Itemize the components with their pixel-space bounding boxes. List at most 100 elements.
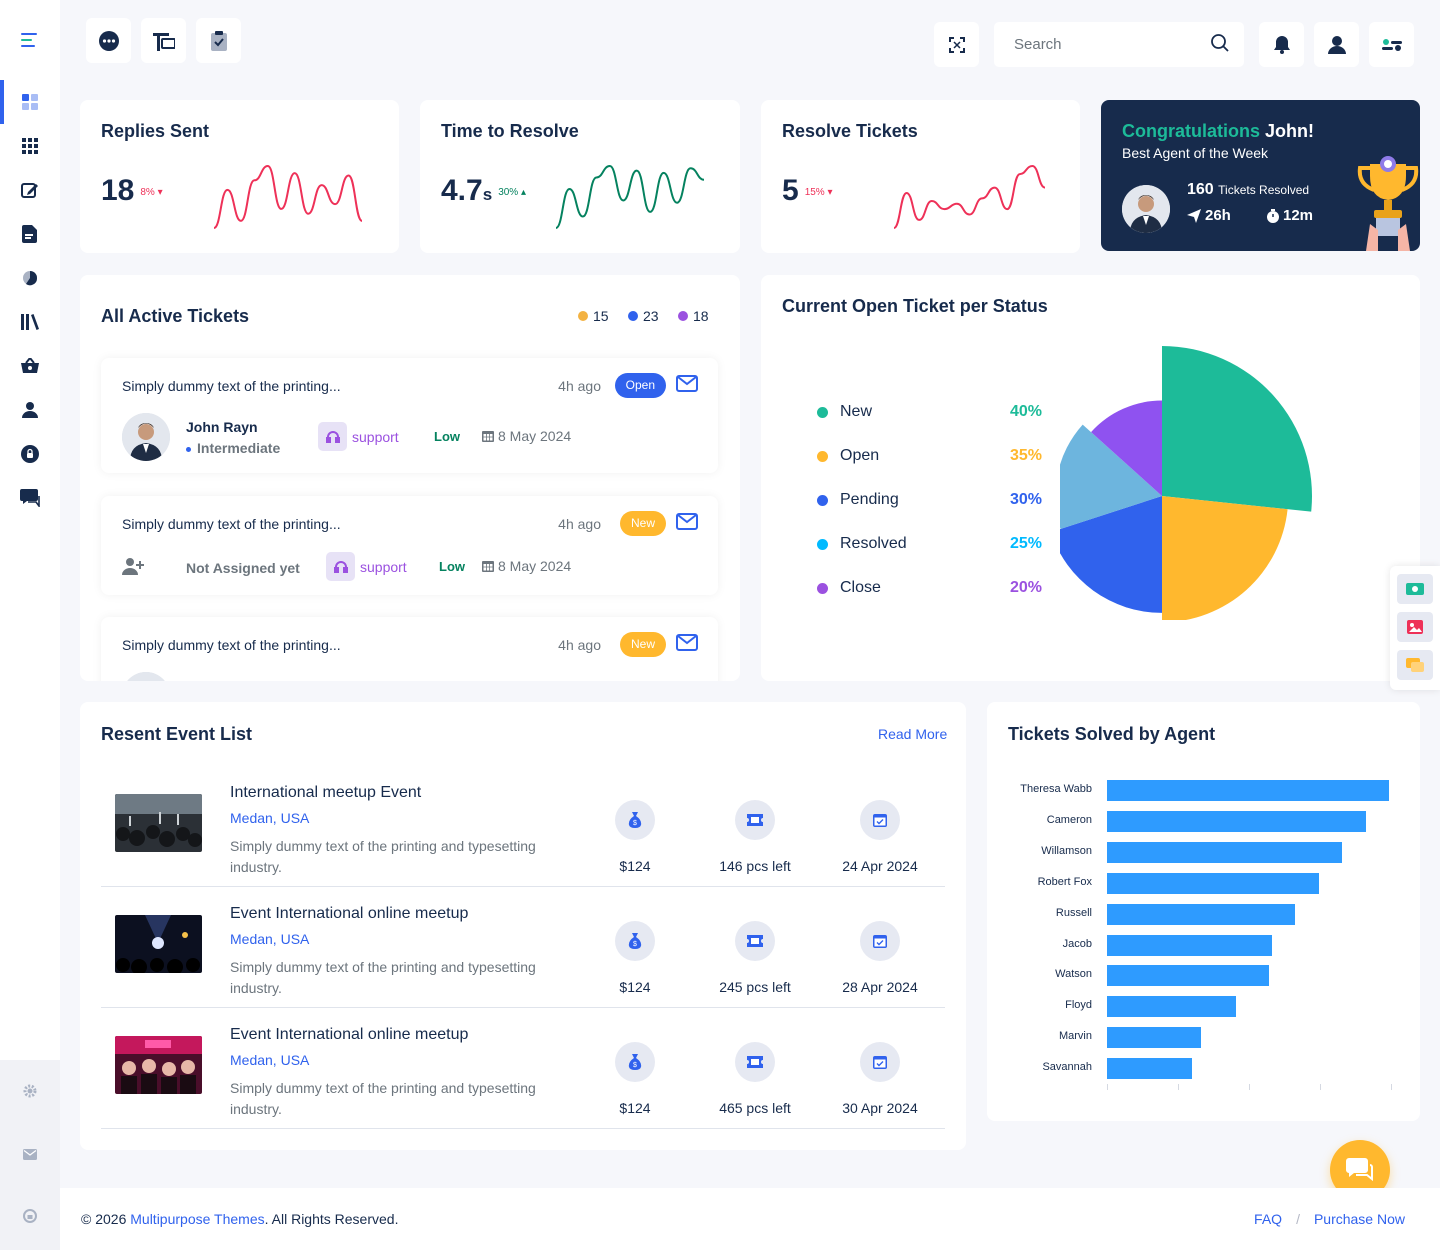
event-location[interactable]: Medan, USA	[230, 931, 310, 947]
sidebar-item-dashboard[interactable]	[0, 80, 60, 124]
ticket-item[interactable]: Simply dummy text of the printing... 4h …	[101, 358, 718, 473]
clipboard-button[interactable]	[196, 18, 241, 63]
fullscreen-button[interactable]	[934, 22, 979, 67]
calendar-check-icon	[873, 935, 887, 948]
library-icon	[21, 314, 39, 330]
headset-icon	[325, 430, 340, 443]
bar[interactable]	[1107, 965, 1270, 987]
bar[interactable]	[1107, 1058, 1192, 1080]
profile-button[interactable]	[1314, 22, 1359, 67]
brand-link[interactable]: Multipurpose Themes	[130, 1211, 265, 1227]
calendar-check-icon	[873, 814, 887, 827]
bar-label: Robert Fox	[1037, 875, 1092, 888]
user-icon	[1327, 35, 1346, 54]
signpost-button[interactable]	[141, 18, 186, 63]
lock-circle-icon	[23, 1209, 37, 1223]
bar[interactable]	[1107, 934, 1272, 956]
notifications-button[interactable]	[1259, 22, 1304, 67]
stopwatch-icon	[1267, 208, 1279, 223]
sidebar-item-documents[interactable]	[0, 212, 60, 256]
ticket-date: 8 May 2024	[482, 428, 571, 444]
pie-slice-close[interactable]	[1091, 400, 1162, 496]
pie-value-open: 35%	[1010, 447, 1043, 464]
read-more-link[interactable]: Read More	[878, 726, 948, 742]
congrats-subtitle: Best Agent of the Week	[1122, 145, 1269, 161]
faq-link[interactable]: FAQ	[1254, 1211, 1283, 1227]
bar[interactable]	[1107, 1027, 1201, 1049]
money-bag-icon: $	[628, 812, 642, 828]
bar[interactable]	[1107, 872, 1319, 894]
kpi-value: 18 8% ▾	[101, 174, 163, 207]
pie-legend-close: Close	[817, 579, 881, 597]
pie-slice-pending[interactable]	[1060, 496, 1162, 613]
pie-legend-open: Open	[817, 447, 879, 465]
event-row[interactable]: International meetup Event Medan, USA Si…	[101, 766, 945, 887]
bar-label: Marvin	[1058, 1030, 1092, 1043]
bar-label: Cameron	[1046, 813, 1092, 826]
pie-slice-open[interactable]	[1162, 496, 1288, 620]
sidebar-item-library[interactable]	[0, 300, 60, 344]
mail-icon[interactable]	[676, 513, 698, 530]
ticket-item[interactable]: Simply dummy text of the printing... 4h …	[101, 496, 718, 595]
ticket-item[interactable]: Simply dummy text of the printing... 4h …	[101, 617, 718, 681]
kpi-unit: s	[482, 185, 493, 204]
event-row[interactable]: Event International online meetup Medan,…	[101, 887, 945, 1008]
menu-toggle[interactable]	[0, 0, 60, 80]
search-icon[interactable]	[1210, 33, 1230, 53]
sidebar-item-messages[interactable]	[0, 476, 60, 520]
sidebar-item-edit[interactable]	[0, 168, 60, 212]
pie-slice-new[interactable]	[1162, 346, 1312, 512]
pie-slice-resolved[interactable]	[1060, 424, 1162, 529]
search-input[interactable]	[994, 22, 1194, 67]
sparkline-path	[893, 164, 1046, 229]
bar[interactable]	[1107, 841, 1342, 863]
event-stock: 146 pcs left	[695, 800, 815, 874]
chat-icon	[20, 489, 40, 507]
purchase-link[interactable]: Purchase Now	[1313, 1211, 1405, 1227]
settings-toggle-button[interactable]	[1369, 22, 1414, 67]
sidebar-item-shop[interactable]	[0, 344, 60, 388]
agents-title: Tickets Solved by Agent	[1008, 724, 1216, 744]
sidebar-footer	[0, 1060, 60, 1250]
axis-tick	[1178, 1084, 1179, 1090]
sidebar-item-users[interactable]	[0, 388, 60, 432]
mail-button[interactable]	[0, 1134, 60, 1174]
bar[interactable]	[1107, 903, 1295, 925]
sidebar-item-charts[interactable]	[0, 256, 60, 300]
event-location[interactable]: Medan, USA	[230, 810, 310, 826]
ticket-date: 8 May 2024	[482, 558, 571, 574]
settings-button[interactable]	[0, 1071, 60, 1111]
ticket-icon	[747, 1056, 763, 1068]
bar[interactable]	[1107, 996, 1237, 1018]
kpi-value: 5 15% ▾	[782, 174, 833, 207]
add-user-icon[interactable]	[122, 557, 146, 575]
axis-tick	[1249, 1084, 1250, 1090]
chat-dots-button[interactable]	[86, 18, 131, 63]
basket-icon	[21, 358, 39, 373]
congrats-title: Congratulations John!	[1122, 121, 1315, 141]
tool-chat-button[interactable]	[1397, 650, 1433, 680]
image-icon	[1407, 620, 1423, 634]
event-row[interactable]: Event International online meetup Medan,…	[101, 1008, 945, 1129]
power-button[interactable]	[0, 1196, 60, 1236]
event-image	[115, 915, 202, 973]
event-location[interactable]: Medan, USA	[230, 1052, 310, 1068]
ticket-age: 4h ago	[558, 516, 601, 532]
mail-icon[interactable]	[676, 634, 698, 651]
bar[interactable]	[1107, 810, 1366, 832]
tool-gallery-button[interactable]	[1397, 612, 1433, 642]
mail-icon[interactable]	[676, 375, 698, 392]
bar[interactable]	[1107, 780, 1389, 801]
ticket-priority: Low	[434, 429, 460, 444]
ticket-icon	[747, 814, 763, 826]
sidebar-item-security[interactable]	[0, 432, 60, 476]
message-icon	[1406, 658, 1424, 672]
pie-legend-new: New	[817, 403, 872, 421]
kpi-percent: 15%	[804, 186, 825, 198]
best-agent-card: Congratulations John! Best Agent of the …	[1101, 100, 1420, 251]
sidebar-item-apps[interactable]	[0, 124, 60, 168]
user-icon	[22, 402, 38, 418]
ticket-priority: Low	[439, 559, 465, 574]
sparkline-path	[213, 164, 363, 229]
tool-money-button[interactable]	[1397, 574, 1433, 604]
